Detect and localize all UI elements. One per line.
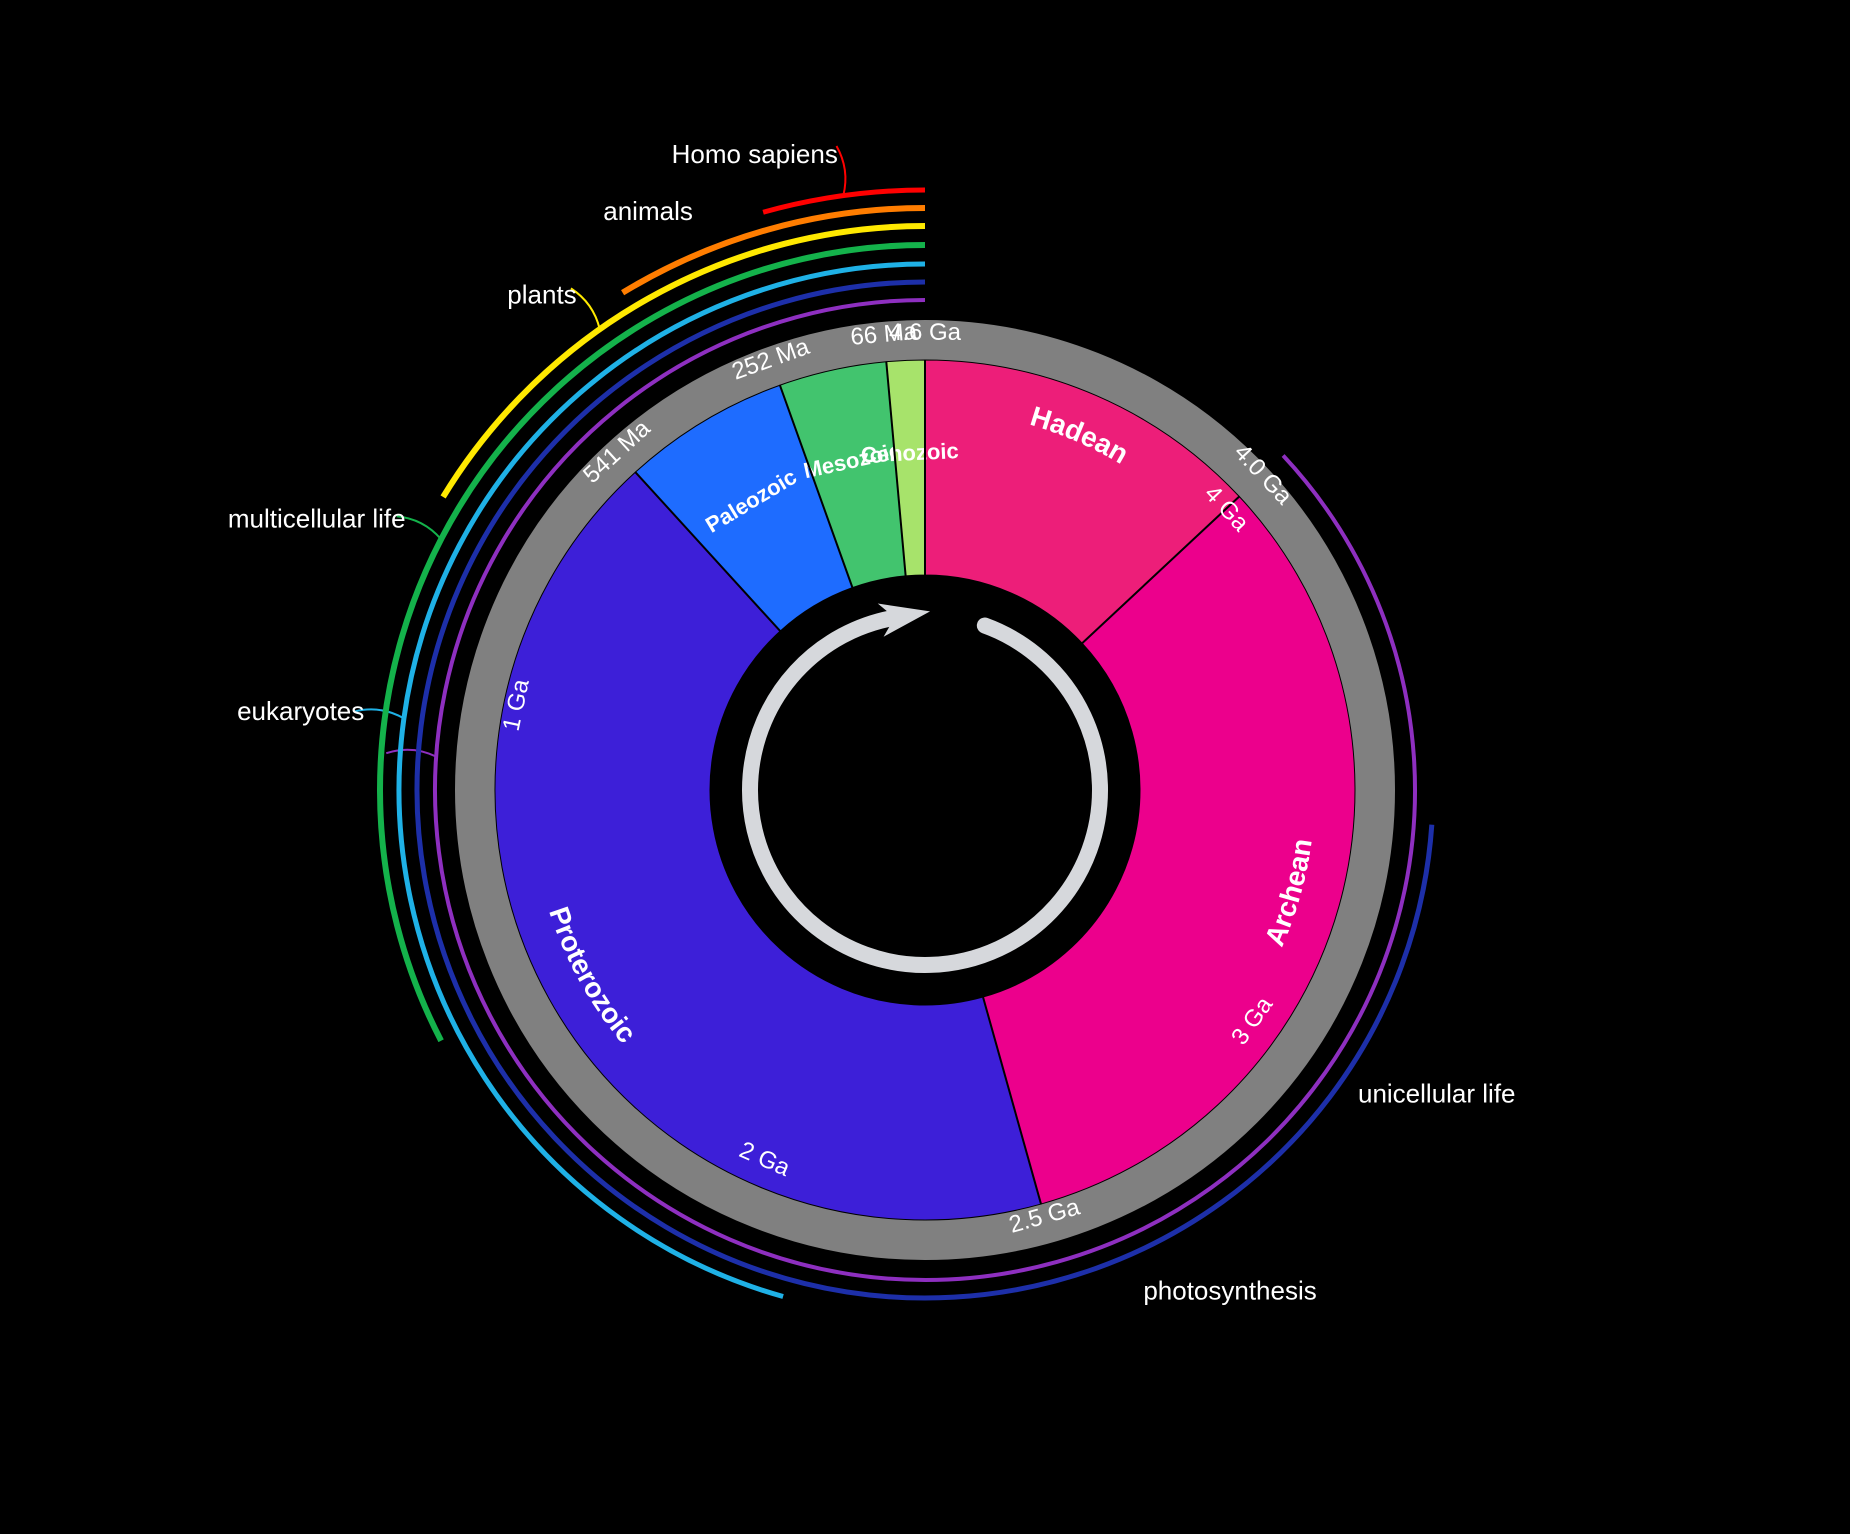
eon-label-cenozoic: Cenozoic: [860, 438, 959, 467]
event-ring-label-multicellular-life: multicellular life: [228, 504, 406, 534]
event-ring-label-plants: plants: [507, 279, 576, 309]
event-ring-label-eukaryotes: eukaryotes: [237, 696, 364, 726]
event-ring-label-homo-sapiens: Homo sapiens: [672, 139, 838, 169]
event-ring-label-photosynthesis: photosynthesis: [1143, 1276, 1316, 1306]
event-ring-label-animals: animals: [603, 196, 693, 226]
geologic-clock-chart: HadeanArcheanProterozoicPaleozoicMesozoi…: [0, 0, 1850, 1534]
center-direction-arrow: [750, 604, 1100, 965]
event-ring-label-unicellular-life: unicellular life: [1358, 1079, 1516, 1109]
event-ring-tick: [386, 750, 436, 757]
